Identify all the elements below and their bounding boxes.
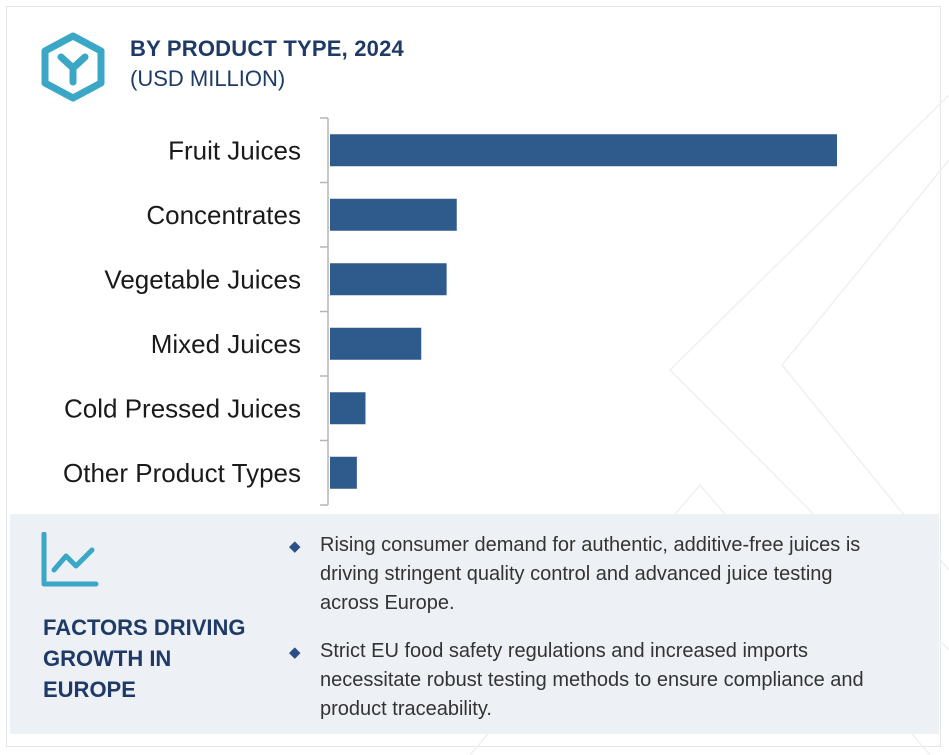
factor-line: Rising consumer demand for authentic, ad… — [320, 534, 861, 556]
factors-title-line: GROWTH IN — [43, 646, 172, 671]
category-label: Vegetable Juices — [104, 264, 301, 294]
factor-item: Strict EU food safety regulations and in… — [320, 637, 920, 724]
factors-title-line: EUROPE — [43, 677, 136, 702]
bar-fruit-juices — [330, 134, 837, 167]
factors-title: FACTORS DRIVING GROWTH IN EUROPE — [43, 612, 273, 705]
diamond-bullet-icon: ◆ — [289, 644, 301, 661]
bar-chart: Fruit Juices Concentrates Vegetable Juices… — [63, 117, 837, 506]
bar-concentrates — [330, 198, 457, 231]
category-label: Other Product Types — [63, 458, 301, 488]
trend-chart-icon — [41, 532, 99, 587]
category-label: Cold Pressed Juices — [64, 393, 301, 423]
factors-title-line: FACTORS DRIVING — [43, 615, 246, 640]
category-label: Mixed Juices — [151, 329, 301, 359]
bar-cold-pressed-juices — [330, 392, 366, 425]
category-label: Fruit Juices — [168, 135, 301, 165]
category-label: Concentrates — [146, 200, 301, 230]
factor-line: across Europe. — [320, 592, 455, 614]
diamond-bullet-icon: ◆ — [289, 538, 301, 555]
bar-other-product-types — [330, 456, 357, 489]
factors-panel — [10, 514, 939, 734]
chart-title: BY PRODUCT TYPE, 2024 — [130, 36, 404, 61]
bar-mixed-juices — [330, 327, 422, 360]
chart-subtitle: (USD MILLION) — [130, 66, 286, 91]
factor-line: Strict EU food safety regulations and in… — [320, 640, 809, 662]
factor-item: Rising consumer demand for authentic, ad… — [320, 531, 920, 618]
factor-line: necessitate robust testing methods to en… — [320, 669, 864, 691]
bar-vegetable-juices — [330, 263, 447, 296]
factor-line: product traceability. — [320, 698, 492, 720]
hexagon-y-logo-icon — [41, 32, 105, 102]
factor-line: driving stringent quality control and ad… — [320, 563, 833, 585]
